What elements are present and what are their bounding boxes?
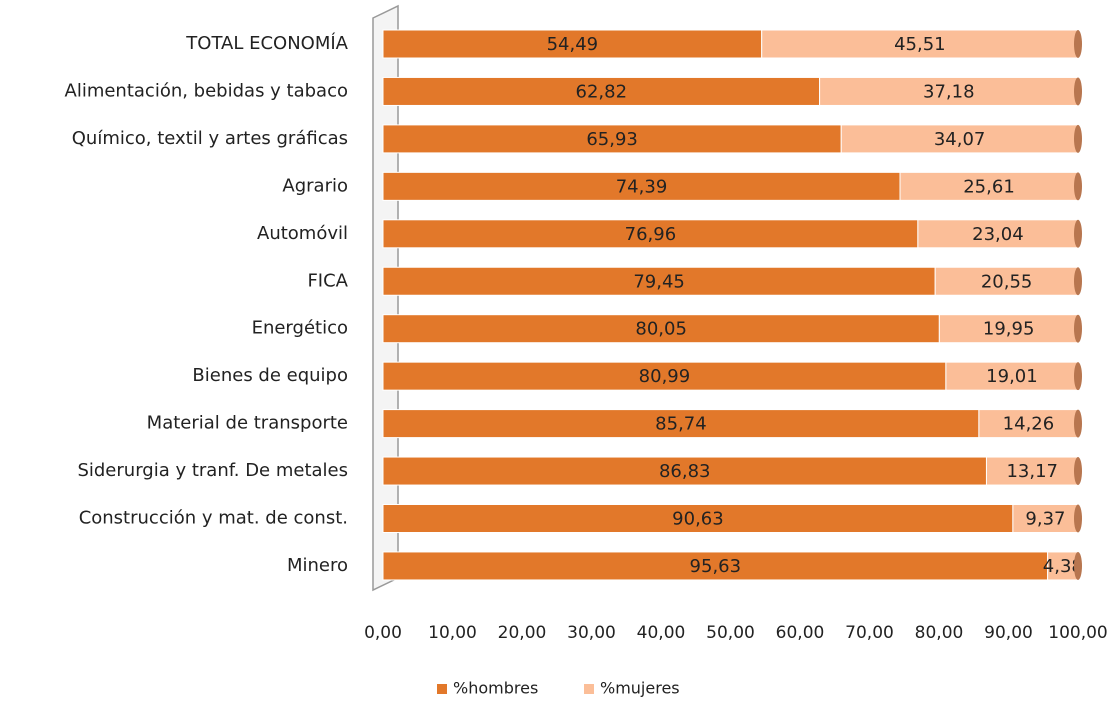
data-label: 74,39 — [616, 176, 668, 197]
data-label: 37,18 — [923, 81, 975, 102]
y-tick-label: FICA — [307, 270, 348, 291]
data-label: 13,17 — [1006, 461, 1058, 482]
y-tick-label: Material de transporte — [147, 413, 348, 434]
bar-segment — [382, 361, 947, 391]
data-label: 80,99 — [639, 366, 691, 387]
x-tick-label: 10,00 — [428, 623, 477, 643]
bar-end — [1074, 30, 1082, 58]
data-label: 25,61 — [963, 176, 1015, 197]
bar-segment — [382, 504, 1014, 533]
x-tick-label: 40,00 — [637, 623, 686, 643]
bar-segment — [761, 29, 1079, 59]
y-tick-label: Automóvil — [257, 223, 348, 244]
data-label: 14,26 — [1003, 414, 1055, 435]
bar-segment — [382, 171, 901, 201]
x-tick-label: 0,00 — [364, 623, 402, 643]
data-label: 20,55 — [981, 271, 1033, 292]
data-label: 80,05 — [635, 319, 687, 340]
bar-segment — [938, 314, 1079, 344]
bar-end — [1074, 314, 1082, 343]
bar-end — [1074, 124, 1082, 153]
data-label: 76,96 — [625, 224, 677, 245]
x-tick-label: 80,00 — [915, 623, 964, 643]
bar-segment — [382, 409, 980, 439]
data-label: 19,95 — [983, 319, 1035, 340]
data-label: 4,38 — [1043, 556, 1083, 577]
y-tick-label: Minero — [287, 555, 348, 576]
bar-end — [1074, 267, 1082, 296]
data-label: 45,51 — [894, 34, 946, 55]
bar-segment — [840, 124, 1079, 154]
data-label: 95,63 — [690, 556, 742, 577]
bar-segment — [382, 29, 763, 59]
data-label: 23,04 — [972, 224, 1024, 245]
bar-segment — [1047, 551, 1079, 581]
bar-segment — [1012, 504, 1079, 533]
bar-end — [1074, 504, 1082, 533]
legend-swatch — [437, 684, 447, 694]
x-tick-label: 50,00 — [706, 623, 755, 643]
y-tick-label: Construcción y mat. de const. — [79, 508, 348, 529]
bar-end — [1074, 219, 1082, 248]
data-label: 19,01 — [986, 366, 1038, 387]
y-tick-label: Siderurgia y tranf. De metales — [77, 460, 348, 481]
x-tick-label: 30,00 — [567, 623, 616, 643]
data-label: 34,07 — [934, 129, 986, 150]
x-tick-label: 100,00 — [1048, 623, 1107, 643]
bar-end — [1074, 457, 1082, 486]
y-tick-label: TOTAL ECONOMÍA — [185, 32, 348, 54]
legend-label: %hombres — [453, 679, 538, 698]
data-label: 9,37 — [1025, 509, 1065, 530]
legend-label: %mujeres — [600, 679, 680, 698]
x-tick-label: 90,00 — [984, 623, 1033, 643]
y-tick-label: Químico, textil y artes gráficas — [72, 128, 348, 149]
bar-segment — [934, 266, 1079, 296]
bar-segment — [382, 76, 821, 106]
x-tick-label: 20,00 — [498, 623, 547, 643]
y-tick-label: Energético — [252, 318, 348, 339]
bar-segment — [985, 456, 1079, 486]
bar-end — [1074, 409, 1082, 438]
data-label: 86,83 — [659, 461, 711, 482]
bar-end — [1074, 172, 1082, 201]
data-label: 62,82 — [576, 81, 628, 102]
y-tick-label: Alimentación, bebidas y tabaco — [65, 80, 349, 101]
data-label: 65,93 — [586, 129, 638, 150]
x-tick-label: 70,00 — [845, 623, 894, 643]
bar-end — [1074, 77, 1082, 106]
bar-segment — [382, 551, 1049, 581]
y-tick-label: Bienes de equipo — [192, 365, 348, 386]
bar-segment — [978, 409, 1079, 439]
bar-segment — [819, 76, 1079, 106]
bar-end — [1074, 362, 1082, 391]
bar-segment — [382, 314, 940, 344]
data-label: 90,63 — [672, 509, 724, 530]
bar-segment — [945, 361, 1079, 391]
bar-segment — [382, 124, 842, 154]
bar-segment — [917, 219, 1079, 249]
data-label: 85,74 — [655, 414, 707, 435]
y-tick-label: Agrario — [282, 175, 348, 196]
legend-swatch — [584, 684, 594, 694]
data-label: 54,49 — [547, 34, 599, 55]
bar-end — [1074, 551, 1082, 580]
data-label: 79,45 — [633, 271, 685, 292]
x-tick-label: 60,00 — [776, 623, 825, 643]
